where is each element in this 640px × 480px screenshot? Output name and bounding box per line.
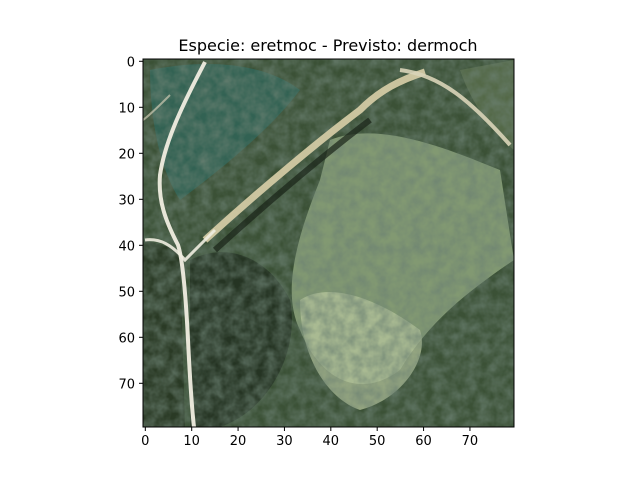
x-tick-label: 40 [323, 434, 340, 449]
x-tick-label: 20 [230, 434, 247, 449]
vertical-path [157, 61, 207, 427]
x-tick-label: 70 [462, 434, 479, 449]
x-tick-label: 30 [276, 434, 293, 449]
y-tick-label: 50 [118, 285, 135, 300]
y-tick-label: 20 [118, 147, 135, 162]
image-texture [143, 59, 514, 427]
left-faint-path [143, 94, 171, 121]
figure-title: Especie: eretmoc - Previsto: dermoch [178, 36, 477, 55]
y-tick-label: 70 [118, 377, 135, 392]
x-tick-label: 50 [369, 434, 386, 449]
satellite-image [143, 59, 514, 427]
x-tick-label: 60 [415, 434, 432, 449]
y-tick-label: 40 [118, 239, 135, 254]
y-tick-label: 30 [118, 193, 135, 208]
diagonal-road-dark-edge [212, 117, 372, 253]
top-right-road [399, 68, 512, 147]
x-axis: 0 10 20 30 40 50 60 70 [141, 427, 478, 449]
x-tick-label: 0 [141, 434, 149, 449]
y-tick-label: 60 [118, 331, 135, 346]
y-tick-label: 10 [118, 101, 135, 116]
x-tick-label: 10 [183, 434, 200, 449]
image-frame [142, 58, 515, 428]
y-tick-label: 0 [127, 55, 135, 70]
y-axis: 0 10 20 30 40 50 60 70 [118, 55, 143, 392]
branch-path [144, 228, 217, 263]
diagonal-road [202, 68, 427, 243]
